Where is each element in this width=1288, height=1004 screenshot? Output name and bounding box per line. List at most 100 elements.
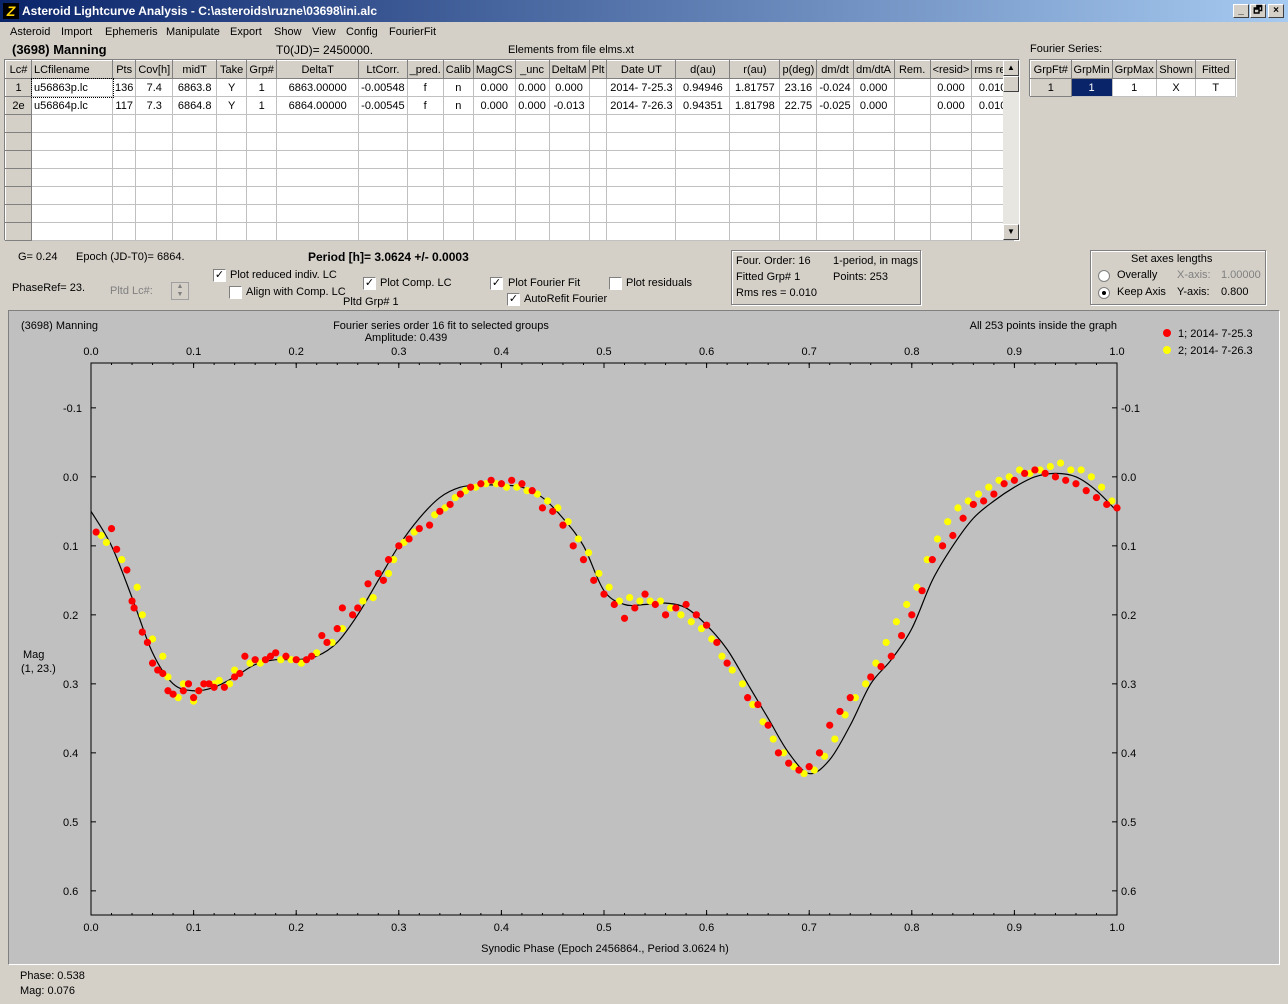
fourier-series-table[interactable]: GrpFt# GrpMin GrpMax Shown Fitted 1 1 1 X T — [1029, 59, 1237, 97]
table-cell[interactable] — [246, 150, 278, 169]
y-axis-value[interactable]: 0.800 — [1221, 286, 1249, 298]
table-cell[interactable] — [853, 186, 895, 205]
table-cell[interactable] — [172, 186, 218, 205]
table-cell[interactable] — [473, 168, 516, 187]
table-cell[interactable] — [549, 132, 590, 151]
table-cell[interactable]: 1 — [246, 96, 278, 115]
fitted-cell[interactable]: T — [1195, 78, 1236, 97]
table-cell[interactable]: 117 — [112, 96, 137, 115]
table-cell[interactable] — [473, 186, 516, 205]
table-cell[interactable] — [779, 222, 818, 241]
table-cell[interactable]: 6864.00000 — [276, 96, 360, 115]
table-cell[interactable] — [31, 150, 113, 169]
table-cell[interactable] — [135, 222, 174, 241]
menu-manipulate[interactable]: Manipulate — [166, 26, 220, 38]
table-cell[interactable]: 22.75 — [779, 96, 818, 115]
table-cell[interactable]: 2014- 7-26.3 — [606, 96, 677, 115]
table-cell[interactable]: f — [407, 78, 444, 97]
table-cell[interactable] — [515, 222, 550, 241]
table-cell[interactable]: 6864.8 — [172, 96, 218, 115]
scroll-thumb[interactable] — [1003, 76, 1019, 92]
table-cell[interactable] — [779, 132, 818, 151]
table-cell[interactable] — [246, 204, 278, 223]
table-cell[interactable] — [549, 114, 590, 133]
table-cell[interactable] — [358, 168, 408, 187]
row-header-cell[interactable] — [5, 150, 32, 169]
table-cell[interactable]: -0.00545 — [358, 96, 408, 115]
lc-col-header[interactable]: DeltaT — [276, 60, 360, 79]
table-cell[interactable] — [549, 150, 590, 169]
table-cell[interactable] — [606, 222, 677, 241]
table-cell[interactable] — [729, 132, 781, 151]
table-cell[interactable]: 0.000 — [473, 96, 516, 115]
table-cell[interactable] — [589, 78, 608, 97]
table-cell[interactable]: 0.000 — [853, 96, 895, 115]
row-header-cell[interactable] — [5, 168, 32, 187]
plot-panel[interactable]: (3698) Manning Fourier series order 16 f… — [8, 310, 1280, 965]
table-cell[interactable] — [172, 222, 218, 241]
table-cell[interactable] — [443, 168, 474, 187]
table-cell[interactable] — [589, 186, 608, 205]
table-cell[interactable] — [515, 150, 550, 169]
table-cell[interactable] — [112, 150, 137, 169]
table-cell[interactable]: f — [407, 96, 444, 115]
table-cell[interactable] — [135, 150, 174, 169]
lc-col-header[interactable]: Cov[h] — [135, 60, 174, 79]
table-cell[interactable] — [276, 222, 360, 241]
shown-cell[interactable]: X — [1156, 78, 1197, 97]
table-cell[interactable] — [816, 186, 854, 205]
row-header-cell[interactable] — [5, 222, 32, 241]
table-cell[interactable] — [930, 168, 973, 187]
table-cell[interactable] — [358, 204, 408, 223]
autorefit-checkbox[interactable]: ✓ — [507, 293, 520, 306]
restore-button[interactable]: 🗗 — [1250, 4, 1266, 18]
table-row[interactable]: 2e u56864p.lc 117 7.3 6864.8 Y 1 6864.00000 -0.0… — [5, 96, 1014, 115]
table-cell[interactable] — [407, 222, 444, 241]
table-cell[interactable] — [276, 150, 360, 169]
row-header-cell[interactable]: 2e — [5, 96, 32, 115]
lc-col-header[interactable]: DeltaM — [548, 60, 590, 79]
menu-fourierfit[interactable]: FourierFit — [389, 26, 437, 38]
table-cell[interactable] — [358, 132, 408, 151]
table-cell[interactable] — [112, 114, 137, 133]
table-cell[interactable] — [894, 96, 931, 115]
table-cell[interactable] — [779, 168, 818, 187]
table-cell[interactable] — [172, 150, 218, 169]
table-cell[interactable] — [894, 78, 931, 97]
table-cell[interactable] — [853, 204, 895, 223]
lc-col-header[interactable]: Lc# — [5, 60, 32, 79]
table-cell[interactable] — [589, 132, 608, 151]
menu-export[interactable]: Export — [230, 26, 262, 38]
scroll-down-icon[interactable]: ▼ — [1003, 224, 1019, 240]
grpmax-cell[interactable]: 1 — [1112, 78, 1157, 97]
minimize-button[interactable]: _ — [1233, 4, 1249, 18]
table-cell[interactable] — [816, 132, 854, 151]
lc-col-header[interactable]: Rem. — [893, 60, 931, 79]
table-cell[interactable]: 7.3 — [135, 96, 174, 115]
table-cell[interactable] — [135, 168, 174, 187]
table-cell[interactable] — [675, 222, 731, 241]
table-cell[interactable] — [515, 186, 550, 205]
table-cell[interactable] — [515, 168, 550, 187]
table-cell[interactable] — [853, 132, 895, 151]
table-cell[interactable] — [473, 204, 516, 223]
table-row[interactable] — [5, 132, 1014, 151]
table-cell[interactable] — [443, 186, 474, 205]
spinner-down-icon[interactable]: ▼ — [176, 291, 184, 298]
lc-col-header[interactable]: LCfilename — [31, 60, 113, 79]
table-cell[interactable] — [473, 150, 516, 169]
table-cell[interactable] — [112, 186, 137, 205]
table-cell[interactable] — [930, 150, 973, 169]
lc-col-header[interactable]: dm/dt — [816, 60, 854, 79]
table-cell[interactable] — [407, 150, 444, 169]
table-cell[interactable] — [779, 204, 818, 223]
table-cell[interactable] — [112, 168, 137, 187]
table-cell[interactable]: u56863p.lc — [30, 77, 114, 98]
table-cell[interactable]: 1 — [246, 78, 278, 97]
table-cell[interactable] — [589, 168, 608, 187]
table-cell[interactable] — [358, 222, 408, 241]
row-header-cell[interactable] — [5, 186, 32, 205]
table-cell[interactable]: n — [443, 96, 474, 115]
lc-col-header[interactable]: MagCS — [472, 60, 516, 79]
table-cell[interactable]: 0.94946 — [675, 78, 731, 97]
